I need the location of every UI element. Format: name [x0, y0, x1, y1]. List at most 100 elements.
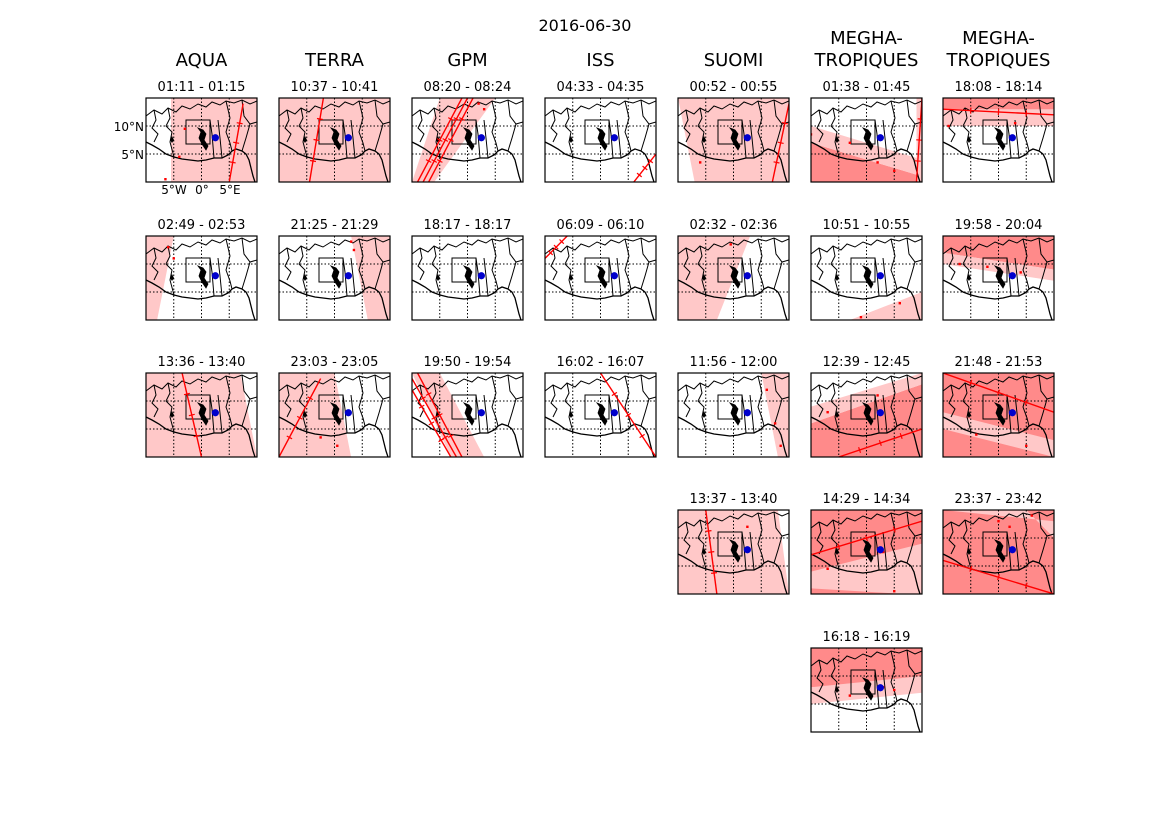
swath-area [412, 98, 496, 182]
lake-shape [196, 265, 209, 289]
border-line [225, 238, 233, 290]
country-borders [146, 237, 257, 320]
border-line [217, 394, 223, 434]
track-tick [773, 161, 780, 164]
country-borders [279, 374, 390, 457]
border-line [678, 374, 789, 392]
overpass-point [336, 444, 339, 447]
track-tick [777, 141, 784, 145]
panel-frame [145, 372, 258, 458]
lat-tick-label: 5°N [121, 148, 144, 162]
border-line [151, 109, 159, 143]
border-line [962, 245, 972, 296]
coastline [943, 279, 1053, 320]
border-line [640, 261, 650, 290]
overpass-point [848, 141, 852, 144]
border-line [584, 119, 610, 145]
site-marker [876, 546, 884, 554]
pass-time-label: 02:32 - 02:36 [690, 218, 778, 233]
border-line [451, 394, 477, 420]
panel-content [545, 236, 656, 320]
border-line [545, 99, 656, 117]
coastline [279, 416, 389, 457]
border-line [374, 374, 390, 400]
site-marker [344, 134, 352, 142]
map-panel: 12:39 - 12:45 [810, 355, 923, 458]
country-borders [678, 237, 789, 320]
border-line [1006, 531, 1012, 571]
country-borders [412, 99, 523, 182]
panel-content [811, 648, 922, 732]
border-line [209, 394, 215, 434]
map-panel: 14:29 - 14:34 [810, 492, 923, 595]
border-line [749, 531, 755, 571]
track-tick [711, 572, 718, 574]
coastline [678, 141, 788, 182]
satellite-name: TROPIQUES [814, 50, 919, 71]
border-line [811, 99, 922, 117]
track-tick [438, 438, 445, 443]
border-line [640, 374, 656, 400]
panel-frame [810, 372, 923, 458]
lake-shape [967, 411, 971, 418]
satellite-name: MEGHA- [962, 28, 1035, 49]
border-line [342, 394, 348, 434]
lon-tick-label: 5°W [161, 183, 187, 197]
border-line [616, 394, 622, 434]
coastline [146, 141, 256, 182]
site-marker [1008, 546, 1016, 554]
lake-shape [835, 548, 839, 555]
border-line [757, 375, 765, 427]
track-tick [193, 434, 200, 438]
coastline [678, 553, 788, 594]
track-tick [183, 392, 190, 396]
pass-time-label: 21:48 - 21:53 [955, 355, 1043, 370]
country-borders [811, 511, 922, 594]
country-borders [811, 374, 922, 457]
border-line [165, 107, 175, 158]
panel-content [811, 98, 922, 182]
panel-content [412, 373, 523, 457]
border-line [962, 382, 972, 433]
lake-shape [967, 548, 971, 555]
border-line [890, 100, 898, 152]
border-line [241, 237, 257, 263]
border-line [717, 531, 743, 557]
site-marker [610, 134, 618, 142]
site-marker [477, 409, 485, 417]
border-line [545, 374, 656, 392]
pass-time-label: 11:56 - 12:00 [690, 355, 778, 370]
border-line [741, 394, 747, 434]
border-line [816, 109, 824, 143]
lake-shape [728, 539, 741, 563]
border-line [584, 257, 610, 283]
overpass-point [986, 265, 989, 268]
coastline [412, 279, 522, 320]
overpass-point [947, 124, 950, 128]
border-line [1014, 119, 1020, 159]
lake-shape [329, 265, 342, 289]
border-line [906, 237, 922, 263]
panel-frame [544, 97, 657, 183]
overpass-point [779, 444, 782, 447]
overpass-point [1013, 122, 1017, 125]
border-line [417, 109, 425, 143]
border-line [241, 261, 251, 290]
border-line [757, 100, 765, 152]
coastline [811, 141, 921, 182]
site-marker [876, 409, 884, 417]
track-tick [636, 172, 643, 178]
track-tick [309, 159, 317, 163]
track-tick [858, 446, 862, 454]
border-line [318, 394, 344, 420]
border-line [350, 394, 356, 434]
lake-shape [595, 265, 608, 289]
border-line [816, 521, 824, 555]
overpass-point [1008, 525, 1011, 528]
overpass-point [172, 257, 175, 260]
panel-frame [677, 235, 790, 321]
border-line [982, 257, 1008, 283]
track-tick [236, 122, 243, 125]
coastline [678, 416, 788, 457]
border-line [906, 374, 922, 400]
